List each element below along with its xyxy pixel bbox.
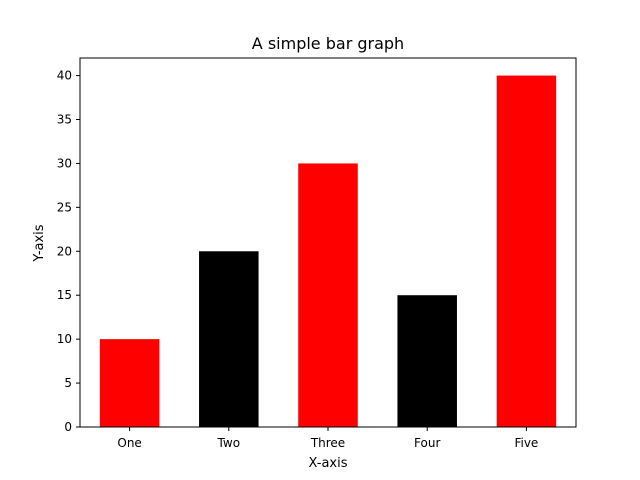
- bar-one: [99, 339, 160, 427]
- y-tick-label: 30: [57, 156, 72, 170]
- x-axis-ticks: One Two Three Four Five: [117, 427, 538, 450]
- bars-group: [99, 75, 557, 428]
- x-tick-label: Four: [414, 436, 440, 450]
- y-axis-ticks: 0 5 10 15 20 25 30 35 40: [57, 69, 80, 434]
- y-axis-label: Y-axis: [32, 224, 47, 262]
- x-axis-label: X-axis: [309, 456, 348, 471]
- x-tick-label: Three: [310, 436, 345, 450]
- y-tick-label: 5: [64, 376, 72, 390]
- bar-four: [397, 295, 457, 427]
- bar-three: [298, 163, 358, 427]
- chart-title: A simple bar graph: [252, 34, 404, 53]
- bar-two: [199, 251, 259, 427]
- x-tick-label: One: [117, 436, 141, 450]
- y-tick-label: 40: [57, 69, 72, 83]
- y-tick-label: 10: [57, 332, 72, 346]
- x-tick-label: Two: [217, 436, 241, 450]
- y-tick-label: 0: [64, 420, 72, 434]
- y-tick-label: 20: [57, 244, 72, 258]
- y-tick-label: 15: [57, 288, 72, 302]
- y-tick-label: 25: [57, 200, 72, 214]
- bar-five: [496, 75, 557, 428]
- y-tick-label: 35: [57, 113, 72, 127]
- x-tick-label: Five: [514, 436, 538, 450]
